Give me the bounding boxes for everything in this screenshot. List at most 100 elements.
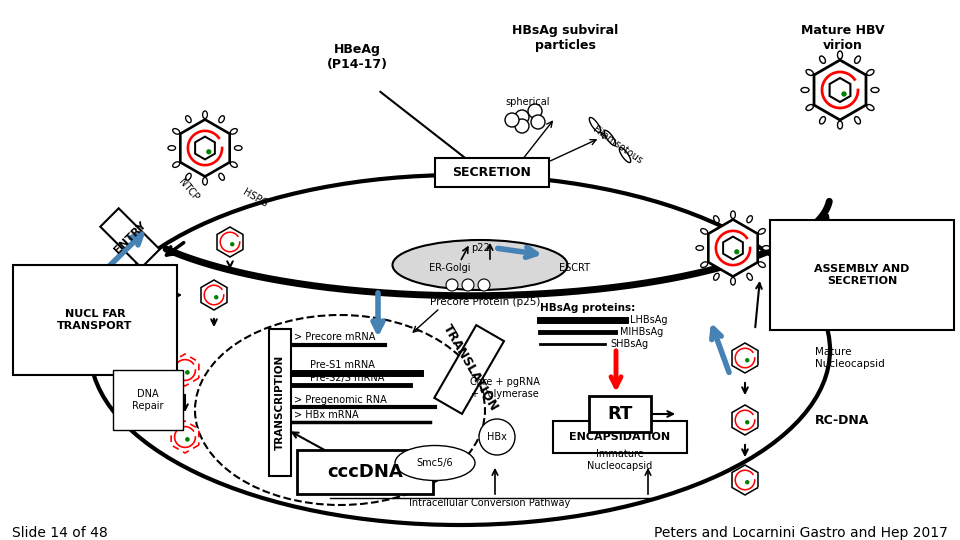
Polygon shape xyxy=(180,119,229,177)
Text: Smc5/6: Smc5/6 xyxy=(417,458,453,468)
Ellipse shape xyxy=(230,162,237,167)
FancyBboxPatch shape xyxy=(435,158,549,187)
Text: cccDNA: cccDNA xyxy=(327,463,403,481)
Circle shape xyxy=(746,481,749,484)
Polygon shape xyxy=(732,343,758,373)
Text: > Pregenomic RNA: > Pregenomic RNA xyxy=(294,395,387,405)
Ellipse shape xyxy=(854,117,860,124)
Circle shape xyxy=(478,279,490,291)
Ellipse shape xyxy=(762,246,770,251)
Text: p22: p22 xyxy=(470,243,490,253)
Circle shape xyxy=(735,250,738,254)
Text: ENCAPSIDATION: ENCAPSIDATION xyxy=(569,432,671,442)
FancyBboxPatch shape xyxy=(100,208,159,268)
Text: MlHBsAg: MlHBsAg xyxy=(620,327,663,337)
Text: Precore Protein (p25): Precore Protein (p25) xyxy=(430,297,540,307)
Polygon shape xyxy=(814,60,866,120)
Circle shape xyxy=(479,419,515,455)
Ellipse shape xyxy=(168,146,176,150)
Ellipse shape xyxy=(837,51,843,59)
Ellipse shape xyxy=(219,116,225,123)
Circle shape xyxy=(462,279,474,291)
Text: HBsAg subviral
particles: HBsAg subviral particles xyxy=(512,24,618,52)
Text: NUCL FAR
TRANSPORT: NUCL FAR TRANSPORT xyxy=(58,309,132,331)
Text: DNA
Repair: DNA Repair xyxy=(132,389,164,411)
Ellipse shape xyxy=(758,228,765,234)
Circle shape xyxy=(207,150,210,154)
Text: ER-Golgi: ER-Golgi xyxy=(429,263,470,273)
Ellipse shape xyxy=(589,117,601,133)
Circle shape xyxy=(528,104,542,118)
Text: Filamsotous: Filamsotous xyxy=(590,124,643,166)
Ellipse shape xyxy=(806,105,813,111)
Text: Core + pgRNA
+ Polymerase: Core + pgRNA + Polymerase xyxy=(470,377,540,399)
Ellipse shape xyxy=(185,116,191,123)
Text: Slide 14 of 48: Slide 14 of 48 xyxy=(12,526,108,540)
FancyBboxPatch shape xyxy=(297,450,433,494)
Text: RC-DNA: RC-DNA xyxy=(815,414,870,427)
Ellipse shape xyxy=(604,131,615,146)
Text: HBeAg
(P14-17): HBeAg (P14-17) xyxy=(326,43,388,71)
Polygon shape xyxy=(732,405,758,435)
Text: RT: RT xyxy=(608,405,633,423)
Ellipse shape xyxy=(867,105,874,111)
Ellipse shape xyxy=(747,273,753,280)
FancyBboxPatch shape xyxy=(269,329,291,476)
Text: Intracellular Conversion Pathway: Intracellular Conversion Pathway xyxy=(409,498,570,508)
Ellipse shape xyxy=(619,147,631,163)
Text: ENTRY: ENTRY xyxy=(112,220,148,256)
Circle shape xyxy=(531,115,545,129)
Polygon shape xyxy=(201,280,227,310)
Ellipse shape xyxy=(696,246,704,251)
Circle shape xyxy=(746,421,749,424)
Text: Peters and Locarnini Gastro and Hep 2017: Peters and Locarnini Gastro and Hep 2017 xyxy=(654,526,948,540)
Text: > HBx mRNA: > HBx mRNA xyxy=(294,410,359,420)
Polygon shape xyxy=(723,237,743,259)
Ellipse shape xyxy=(219,173,225,180)
Circle shape xyxy=(230,243,233,246)
Circle shape xyxy=(215,296,218,299)
Circle shape xyxy=(515,110,529,124)
Text: Mature
Nucleocapsid: Mature Nucleocapsid xyxy=(815,347,885,369)
Circle shape xyxy=(446,279,458,291)
Ellipse shape xyxy=(871,87,879,92)
Text: SECRETION: SECRETION xyxy=(452,166,532,179)
Text: LHBsAg: LHBsAg xyxy=(630,315,667,325)
Text: Mature HBV
virion: Mature HBV virion xyxy=(802,24,885,52)
Ellipse shape xyxy=(90,175,830,525)
Ellipse shape xyxy=(185,173,191,180)
Circle shape xyxy=(842,92,846,96)
Ellipse shape xyxy=(713,215,719,222)
Ellipse shape xyxy=(393,240,567,290)
Text: > Precore mRNA: > Precore mRNA xyxy=(294,332,375,342)
Text: Immature
Nucleocapsid: Immature Nucleocapsid xyxy=(588,449,653,471)
Ellipse shape xyxy=(747,215,753,222)
Ellipse shape xyxy=(395,446,475,481)
Text: SHBsAg: SHBsAg xyxy=(610,339,648,349)
Ellipse shape xyxy=(801,87,809,92)
Polygon shape xyxy=(217,227,243,257)
Polygon shape xyxy=(171,354,199,386)
Ellipse shape xyxy=(173,162,180,167)
Text: TRANSCRIPTION: TRANSCRIPTION xyxy=(275,354,285,450)
Circle shape xyxy=(505,113,519,127)
Text: ESCRT: ESCRT xyxy=(560,263,590,273)
Text: HSPG: HSPG xyxy=(241,187,269,209)
Polygon shape xyxy=(171,421,199,453)
Circle shape xyxy=(186,438,189,441)
Text: Pre-S1 mRNA: Pre-S1 mRNA xyxy=(310,360,374,370)
Ellipse shape xyxy=(234,146,242,150)
Circle shape xyxy=(515,119,529,133)
Ellipse shape xyxy=(230,129,237,134)
Ellipse shape xyxy=(713,273,719,280)
Ellipse shape xyxy=(731,278,735,285)
Polygon shape xyxy=(195,137,215,159)
Ellipse shape xyxy=(758,262,765,267)
Text: HBx: HBx xyxy=(487,432,507,442)
Ellipse shape xyxy=(731,211,735,219)
Ellipse shape xyxy=(820,117,826,124)
Polygon shape xyxy=(708,219,757,276)
Text: HBsAg proteins:: HBsAg proteins: xyxy=(540,303,636,313)
Circle shape xyxy=(186,371,189,374)
Ellipse shape xyxy=(701,228,708,234)
